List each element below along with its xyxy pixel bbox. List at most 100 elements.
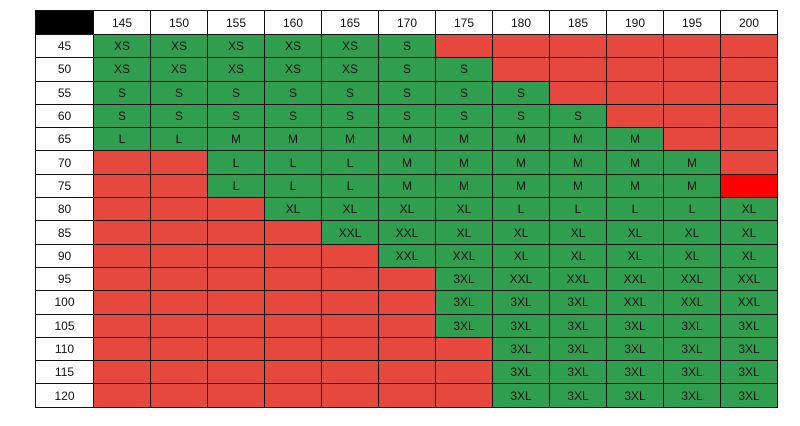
empty-cell (550, 58, 606, 81)
size-cell: XL (664, 244, 720, 267)
size-cell: S (550, 104, 606, 128)
size-cell: XS (151, 35, 207, 58)
size-cell: XXL (664, 267, 720, 291)
size-cell: S (151, 104, 207, 128)
empty-cell (208, 221, 264, 244)
column-header: 150 (151, 11, 207, 34)
empty-cell (94, 151, 150, 174)
empty-cell (436, 337, 492, 361)
size-cell: XL (607, 221, 663, 244)
row-header: 110 (36, 337, 93, 361)
size-cell: S (436, 81, 492, 104)
size-cell: XS (265, 58, 321, 81)
row-header: 120 (36, 384, 93, 407)
column-header: 180 (493, 11, 549, 34)
empty-cell (493, 35, 549, 58)
size-cell: M (607, 151, 663, 174)
empty-cell (151, 151, 207, 174)
empty-cell (721, 174, 777, 198)
row-header: 65 (36, 128, 93, 151)
row-header: 70 (36, 151, 93, 174)
empty-cell (436, 35, 492, 58)
size-cell: S (265, 81, 321, 104)
empty-cell (436, 361, 492, 384)
size-cell: L (322, 174, 378, 198)
size-cell: 3XL (493, 361, 549, 384)
column-header: 185 (550, 11, 606, 34)
column-header: 160 (265, 11, 321, 34)
size-cell: M (436, 151, 492, 174)
size-cell: S (379, 58, 435, 81)
size-cell: 3XL (664, 337, 720, 361)
row-header: 45 (36, 35, 93, 58)
size-cell: S (493, 104, 549, 128)
size-cell: 3XL (436, 314, 492, 337)
size-cell: S (493, 81, 549, 104)
size-cell: M (265, 128, 321, 151)
size-cell: L (322, 151, 378, 174)
empty-cell (265, 267, 321, 291)
size-cell: 3XL (607, 337, 663, 361)
size-cell: 3XL (664, 384, 720, 407)
empty-cell (208, 384, 264, 407)
size-cell: 3XL (436, 291, 492, 314)
size-cell: XL (721, 244, 777, 267)
size-cell: 3XL (607, 384, 663, 407)
size-cell: S (322, 81, 378, 104)
size-cell: M (550, 128, 606, 151)
size-cell: M (493, 151, 549, 174)
empty-cell (379, 291, 435, 314)
empty-cell (265, 337, 321, 361)
empty-cell (151, 314, 207, 337)
empty-cell (493, 58, 549, 81)
size-cell: XL (436, 221, 492, 244)
size-cell: XL (607, 244, 663, 267)
empty-cell (151, 361, 207, 384)
size-cell: M (607, 174, 663, 198)
empty-cell (322, 291, 378, 314)
empty-cell (94, 384, 150, 407)
size-cell: 3XL (493, 337, 549, 361)
row-header: 55 (36, 81, 93, 104)
size-cell: L (550, 198, 606, 221)
empty-cell (322, 337, 378, 361)
empty-cell (208, 361, 264, 384)
size-cell: M (436, 128, 492, 151)
empty-cell (721, 151, 777, 174)
size-cell: XS (94, 35, 150, 58)
row-header: 115 (36, 361, 93, 384)
size-cell: 3XL (550, 337, 606, 361)
empty-cell (265, 244, 321, 267)
size-cell: 3XL (493, 384, 549, 407)
size-cell: 3XL (550, 314, 606, 337)
empty-cell (151, 221, 207, 244)
size-cell: M (379, 128, 435, 151)
empty-cell (721, 58, 777, 81)
column-header: 165 (322, 11, 378, 34)
empty-cell (208, 267, 264, 291)
column-header: 200 (721, 11, 777, 34)
row-header: 100 (36, 291, 93, 314)
size-cell: S (94, 81, 150, 104)
column-header: 175 (436, 11, 492, 34)
empty-cell (664, 104, 720, 128)
size-cell: M (436, 174, 492, 198)
row-header: 75 (36, 174, 93, 198)
empty-cell (607, 81, 663, 104)
empty-cell (664, 128, 720, 151)
empty-cell (607, 104, 663, 128)
column-header: 155 (208, 11, 264, 34)
size-cell: XS (94, 58, 150, 81)
size-cell: M (607, 128, 663, 151)
empty-cell (322, 384, 378, 407)
size-cell: XL (436, 198, 492, 221)
empty-cell (94, 267, 150, 291)
empty-cell (379, 337, 435, 361)
empty-cell (664, 35, 720, 58)
empty-cell (721, 81, 777, 104)
size-cell: XS (208, 35, 264, 58)
size-cell: M (664, 174, 720, 198)
size-cell: S (379, 104, 435, 128)
size-cell: M (208, 128, 264, 151)
size-cell: 3XL (550, 384, 606, 407)
